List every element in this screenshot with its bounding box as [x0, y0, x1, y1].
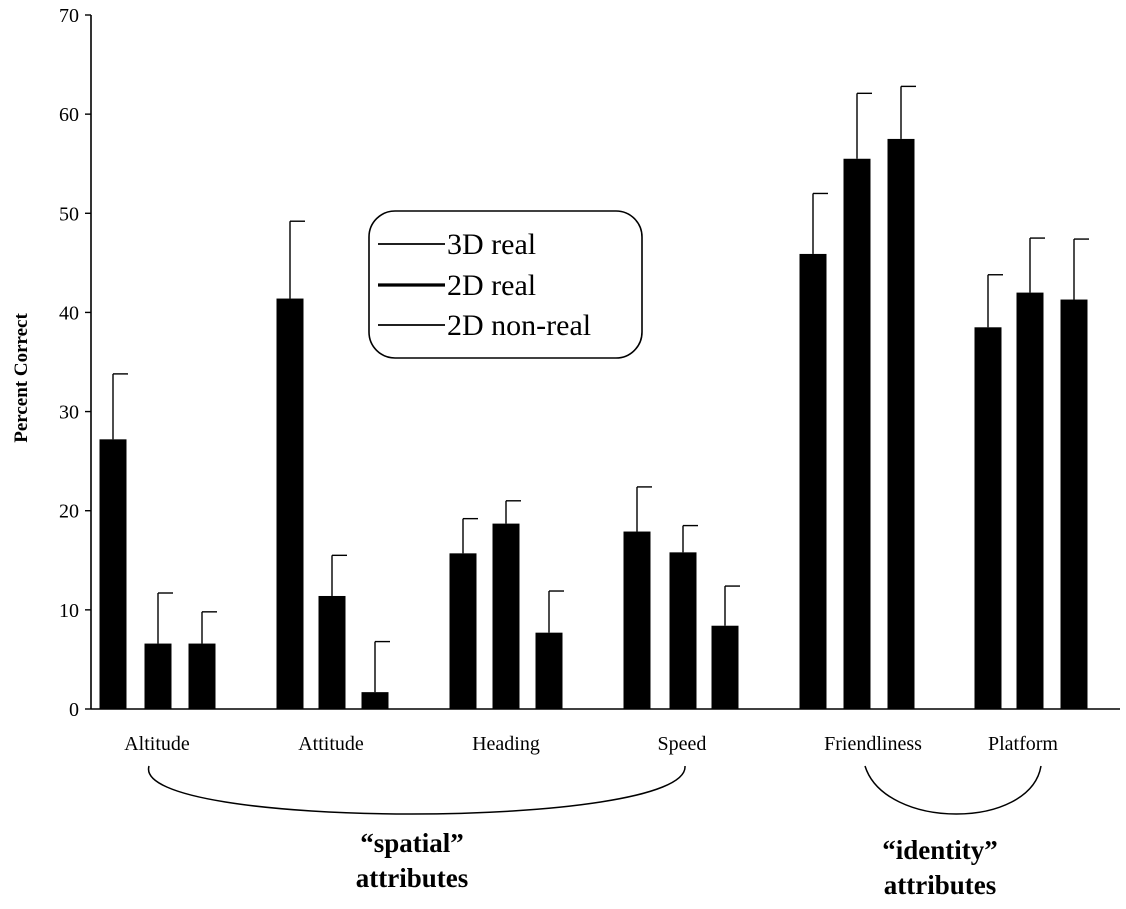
- y-tick-label: 0: [69, 699, 79, 721]
- bar-speed-1: [623, 531, 651, 709]
- error-bars: [112, 85, 1089, 693]
- bar-heading-3: [535, 632, 563, 709]
- y-tick-label: 50: [59, 203, 79, 225]
- y-tick-label: 10: [59, 600, 79, 622]
- axes: [90, 15, 1120, 710]
- bars: [99, 138, 1088, 710]
- bar-heading-2: [492, 523, 520, 709]
- bar-speed-3: [711, 625, 739, 709]
- group-label-spatial: “spatial”: [360, 828, 464, 858]
- y-tick-label: 60: [59, 104, 79, 126]
- y-axis-label: Percent Correct: [11, 313, 32, 443]
- bar-altitude-3: [188, 643, 216, 709]
- bar-attitude-3: [361, 692, 389, 709]
- legend-box: [368, 210, 643, 359]
- category-label-friendliness: Friendliness: [824, 733, 922, 755]
- bar-platform-3: [1060, 299, 1088, 709]
- category-label-heading: Heading: [472, 733, 540, 755]
- group-sublabel-spatial: attributes: [356, 863, 468, 893]
- category-labels: Altitude Attitude Heading Speed Friendliness…: [124, 733, 1058, 755]
- group-annotations: “spatial” attributes “identity” attributes: [148, 765, 1042, 900]
- legend-label-2d-non-real: 2D non-real: [447, 309, 591, 342]
- category-label-platform: Platform: [988, 733, 1058, 755]
- y-tick-label: 20: [59, 501, 79, 523]
- legend: 3D real 2D real 2D non-real: [368, 210, 643, 359]
- category-label-attitude: Attitude: [298, 733, 364, 755]
- legend-label-3d-real: 3D real: [447, 228, 536, 261]
- group-label-identity: “identity”: [882, 835, 998, 865]
- legend-label-2d-real: 2D real: [447, 269, 536, 302]
- category-label-altitude: Altitude: [124, 733, 190, 755]
- y-tick-label: 70: [59, 5, 79, 27]
- y-tick-label: 40: [59, 302, 79, 324]
- category-label-speed: Speed: [658, 733, 707, 755]
- bar-attitude-1: [276, 298, 304, 709]
- bar-speed-2: [669, 552, 697, 709]
- bar-altitude-1: [99, 439, 127, 709]
- bar-friendliness-3: [887, 138, 915, 709]
- bar-attitude-2: [318, 595, 346, 709]
- bar-platform-1: [974, 327, 1002, 709]
- y-ticks: 0 10 20 30 40 50 60 70: [59, 5, 91, 721]
- bar-friendliness-2: [843, 158, 871, 709]
- spatial-bracket: [148, 765, 686, 815]
- bar-platform-2: [1016, 292, 1044, 709]
- y-tick-label: 30: [59, 402, 79, 424]
- bar-heading-1: [449, 553, 477, 709]
- group-sublabel-identity: attributes: [884, 870, 996, 900]
- bar-friendliness-1: [799, 253, 827, 710]
- identity-bracket: [864, 765, 1042, 815]
- bar-altitude-2: [144, 643, 172, 709]
